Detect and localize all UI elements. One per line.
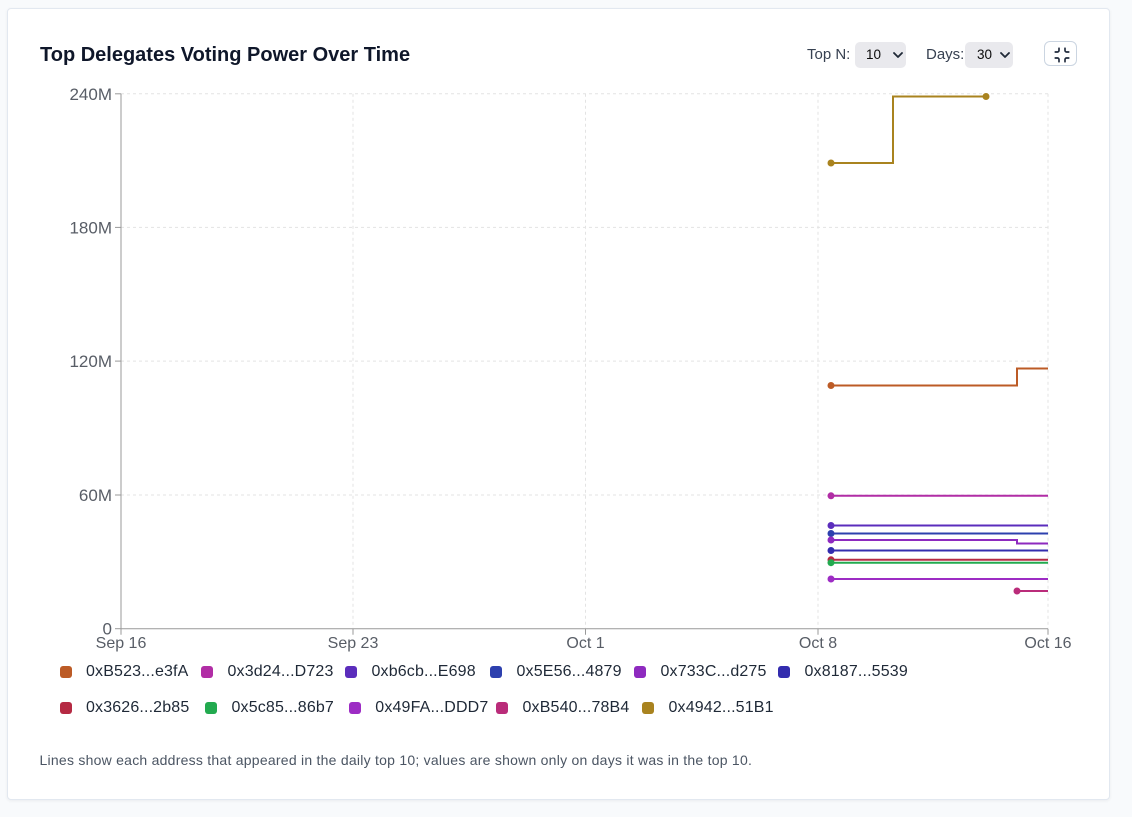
svg-text:240M: 240M [69,85,112,104]
svg-text:Oct 1: Oct 1 [566,635,604,652]
svg-text:120M: 120M [69,352,112,371]
svg-text:Oct 8: Oct 8 [799,635,837,652]
svg-text:0: 0 [103,620,112,639]
svg-text:60M: 60M [79,486,112,505]
svg-text:Sep 16: Sep 16 [96,635,147,652]
svg-text:180M: 180M [69,218,112,237]
svg-text:Oct 16: Oct 16 [1024,635,1071,652]
svg-text:Sep 23: Sep 23 [328,635,379,652]
